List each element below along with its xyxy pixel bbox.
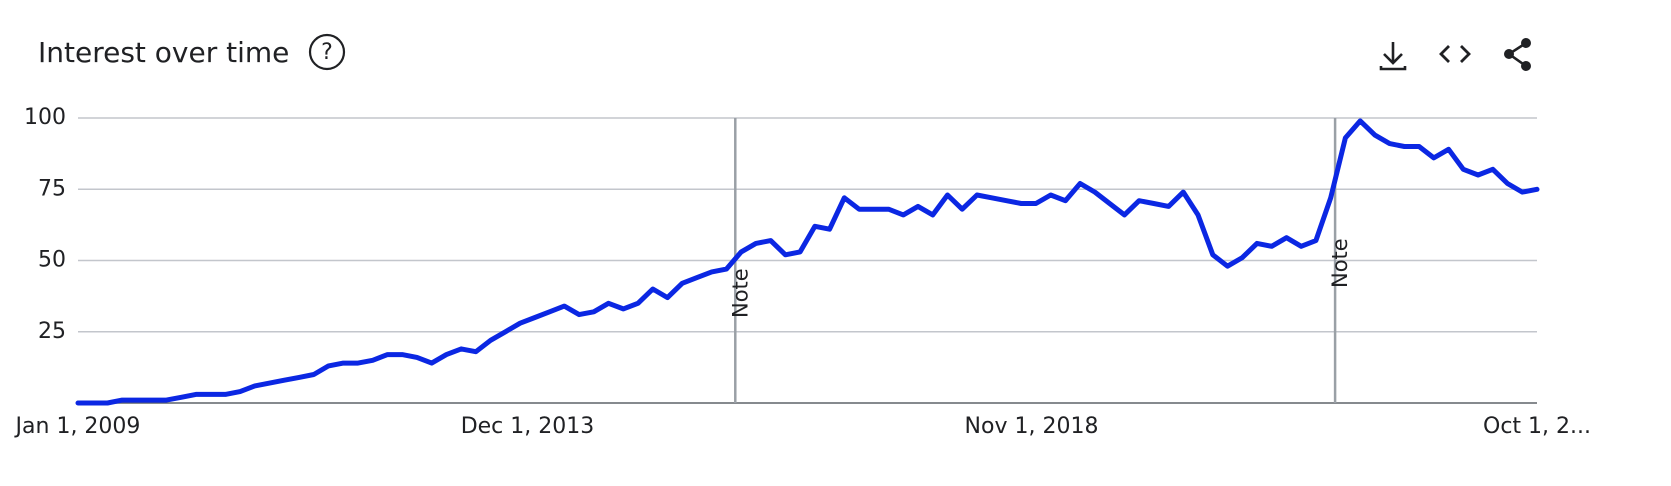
note-label: Note (728, 268, 752, 318)
x-tick-label: Oct 1, 2... (1483, 414, 1591, 439)
x-tick-label: Nov 1, 2018 (965, 414, 1099, 439)
embed-button[interactable] (1439, 45, 1471, 63)
y-tick-label: 50 (38, 248, 66, 273)
help-icon: ? (321, 40, 333, 65)
y-tick-label: 100 (24, 105, 66, 130)
x-tick-label: Jan 1, 2009 (14, 414, 141, 439)
share-dot (1521, 38, 1531, 48)
share-dot (1504, 49, 1514, 59)
download-icon (1379, 42, 1407, 71)
share-button[interactable] (1504, 38, 1531, 71)
share-dot (1521, 61, 1531, 71)
x-tick-label: Dec 1, 2013 (461, 414, 595, 439)
download-button[interactable] (1379, 42, 1407, 71)
help-circle (308, 33, 346, 71)
embed-icon (1439, 45, 1471, 63)
y-tick-label: 25 (38, 319, 66, 344)
chart-title: Interest over time (38, 36, 289, 69)
note-label: Note (1328, 238, 1352, 288)
help-button[interactable]: ? (308, 33, 346, 71)
trend-line (75, 118, 1540, 406)
y-tick-label: 75 (38, 176, 66, 201)
